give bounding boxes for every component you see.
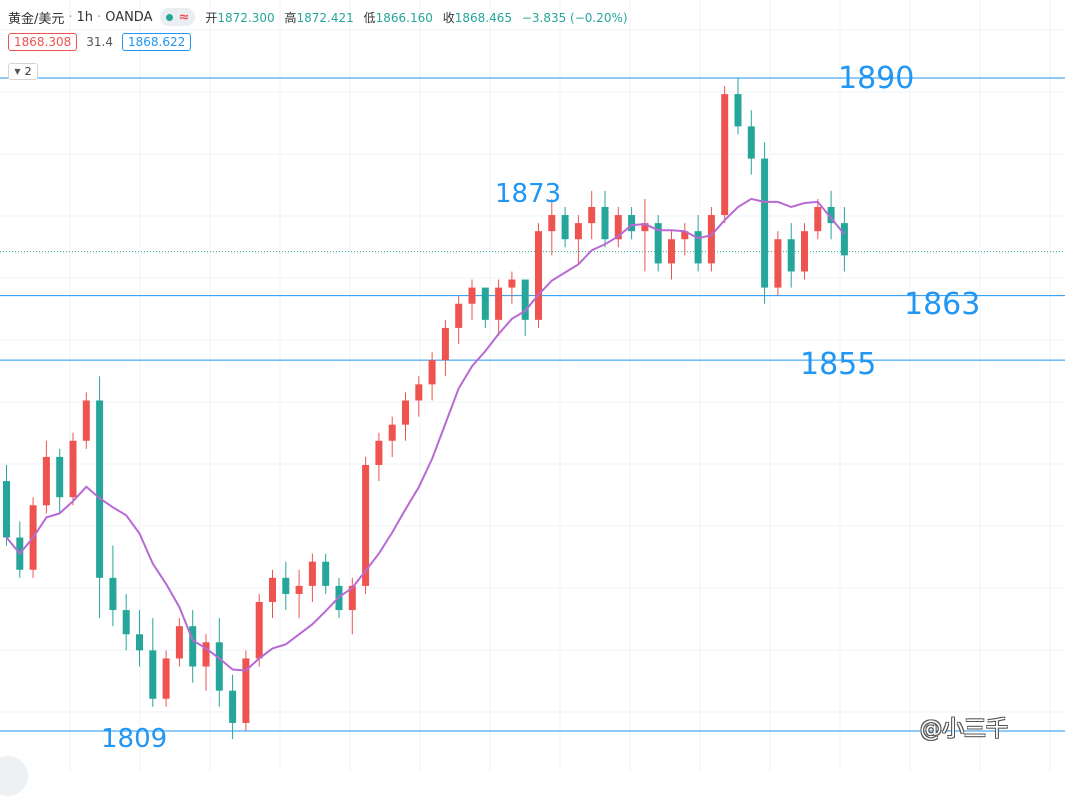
market-open-icon xyxy=(166,13,174,21)
candle-body xyxy=(69,440,77,498)
candle-body xyxy=(761,158,769,288)
candle-body xyxy=(747,126,755,159)
bid-price-button[interactable]: 1868.308 xyxy=(8,33,78,51)
watermark-text: @小三千 xyxy=(920,717,1009,742)
high-label: 高 xyxy=(284,10,297,25)
candle-body xyxy=(215,642,223,691)
candle-body xyxy=(814,206,822,232)
candle-body xyxy=(82,400,90,441)
candle-body xyxy=(574,223,582,240)
candle-body xyxy=(588,206,596,224)
ask-price-button[interactable]: 1868.622 xyxy=(121,33,192,51)
candle-body xyxy=(787,239,795,272)
candle-body xyxy=(508,279,516,288)
candle-body xyxy=(628,215,636,232)
candle-body xyxy=(255,602,263,659)
level-label-1809: 1809 xyxy=(101,724,168,754)
candle-body xyxy=(3,481,10,538)
candle-body xyxy=(428,360,436,385)
candle-body xyxy=(322,561,330,586)
candle-body xyxy=(56,456,64,498)
level-label-1855: 1855 xyxy=(800,347,877,382)
level-label-1890: 1890 xyxy=(838,61,915,96)
candle-body xyxy=(96,400,104,578)
separator-dot: · xyxy=(97,9,102,25)
candle-body xyxy=(229,690,237,723)
ohlc-readout: 开1872.300 高1872.421 低1866.160 收1868.465 … xyxy=(205,9,633,26)
candle-body xyxy=(415,384,423,401)
candle-body xyxy=(282,577,290,594)
interval-label[interactable]: 1h xyxy=(76,9,94,25)
candle-body xyxy=(375,440,383,465)
change-value: −3.835 (−0.20%) xyxy=(521,10,628,25)
candle-body xyxy=(42,456,50,506)
candle-body xyxy=(242,658,250,723)
candle-body xyxy=(441,327,449,361)
open-label: 开 xyxy=(205,10,218,25)
low-value: 1866.160 xyxy=(375,10,433,25)
candle-body xyxy=(801,231,808,272)
candle-body xyxy=(601,206,609,240)
candle-body xyxy=(548,215,556,232)
candle-body xyxy=(668,239,675,264)
candle-body xyxy=(295,585,303,594)
separator-dot: · xyxy=(68,9,73,25)
candle-body xyxy=(774,239,782,288)
candle-body xyxy=(707,215,715,264)
candle-body xyxy=(840,223,848,256)
candle-body xyxy=(734,94,742,127)
price-chart[interactable] xyxy=(0,0,1065,772)
symbol-name[interactable]: 黄金/美元 xyxy=(8,11,65,27)
symbol-header: 黄金/美元 · 1h · OANDA ≈ 开1872.300 高1872.421… xyxy=(8,7,634,27)
candle-body xyxy=(561,215,569,240)
close-value: 1868.465 xyxy=(454,10,512,25)
level-label-1863: 1863 xyxy=(904,287,981,322)
candle-body xyxy=(122,610,130,635)
candle-body xyxy=(149,650,157,699)
candle-body xyxy=(681,231,689,240)
moving-average-line xyxy=(5,197,846,672)
open-value: 1872.300 xyxy=(217,10,275,25)
candle-body xyxy=(308,561,316,586)
candle-body xyxy=(654,223,662,264)
quote-row: 1868.308 31.4 1868.622 xyxy=(8,33,192,51)
candle-body xyxy=(362,464,370,586)
level-label-1873: 1873 xyxy=(495,179,562,209)
close-label: 收 xyxy=(442,10,455,25)
low-label: 低 xyxy=(363,10,376,25)
candle-body xyxy=(202,642,210,667)
source-label: OANDA xyxy=(105,9,153,25)
candle-body xyxy=(269,577,276,603)
high-value: 1872.421 xyxy=(296,10,354,25)
candle-body xyxy=(641,223,649,232)
candle-body xyxy=(162,658,170,699)
spread-value: 31.4 xyxy=(86,35,113,49)
candle-body xyxy=(827,206,835,224)
approx-icon: ≈ xyxy=(178,9,190,25)
indicators-toggle-button[interactable]: ▼ 2 xyxy=(8,63,38,80)
candle-body xyxy=(136,634,143,651)
candle-body xyxy=(521,279,529,320)
candle-body xyxy=(175,626,183,659)
candle-body xyxy=(721,94,729,216)
candle-body xyxy=(614,215,622,240)
candle-body xyxy=(402,400,409,425)
candle-body xyxy=(109,577,117,611)
candle-body xyxy=(535,231,542,320)
candle-body xyxy=(694,231,702,264)
candle-body xyxy=(348,585,356,611)
candle-body xyxy=(388,424,396,441)
chevron-down-icon: ▼ xyxy=(14,67,21,76)
candle-body xyxy=(455,303,463,328)
candle-body xyxy=(495,287,503,320)
candle-body xyxy=(189,626,197,667)
indicator-count: 2 xyxy=(24,65,32,78)
candle-body xyxy=(481,287,489,320)
candle-body xyxy=(468,287,476,304)
market-status-pill[interactable]: ≈ xyxy=(160,8,196,26)
